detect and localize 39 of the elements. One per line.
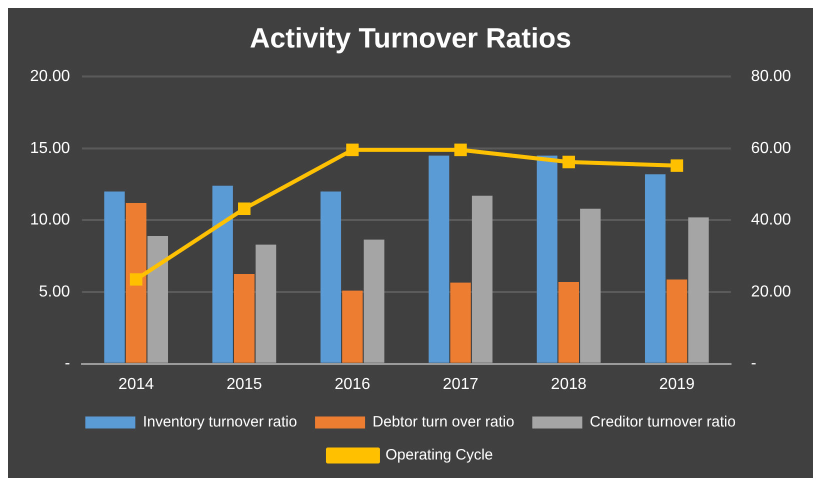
chart-title: Activity Turnover Ratios	[250, 22, 572, 54]
y2-tick-label: 60.00	[750, 140, 792, 157]
point	[130, 273, 142, 286]
y-tick-label: 15.00	[30, 140, 70, 157]
bar	[644, 174, 666, 363]
legend-label: Inventory turnover ratio	[142, 414, 298, 431]
legend-label: Operating Cycle	[385, 446, 494, 464]
point	[238, 202, 251, 215]
y2-tick-label: -	[750, 355, 756, 372]
bar	[126, 202, 146, 363]
y2-tick-label: 80.00	[750, 68, 792, 86]
y-tick-label: 5.00	[38, 283, 70, 300]
legend-label: Debtor turn over ratio	[372, 414, 514, 431]
bar	[342, 290, 363, 363]
y-tick-label: 20.00	[30, 68, 70, 86]
bar	[428, 156, 450, 363]
x-tick-label: 2018	[550, 376, 587, 393]
y2-tick-label: 20.00	[750, 283, 792, 300]
bar	[536, 156, 558, 363]
y2-tick-label: 40.00	[750, 212, 792, 229]
x-tick-label: 2017	[442, 376, 478, 393]
bar	[234, 274, 255, 363]
x-tick-label: 2016	[334, 376, 370, 393]
y-tick-label: 10.00	[30, 212, 70, 229]
x-tick-label: 2014	[118, 376, 154, 393]
bar	[666, 280, 688, 363]
x-tick-label: 2019	[659, 376, 695, 393]
bar	[104, 191, 125, 363]
point	[562, 156, 575, 168]
legend-label: Creditor turnover ratio	[590, 414, 736, 431]
bar	[320, 191, 342, 363]
bar	[450, 282, 471, 363]
point	[346, 144, 359, 156]
y-tick-label: -	[64, 355, 70, 372]
point	[670, 159, 684, 172]
x-tick-label: 2015	[226, 376, 262, 393]
bar	[558, 282, 580, 363]
bar	[212, 186, 233, 363]
point	[454, 144, 467, 156]
